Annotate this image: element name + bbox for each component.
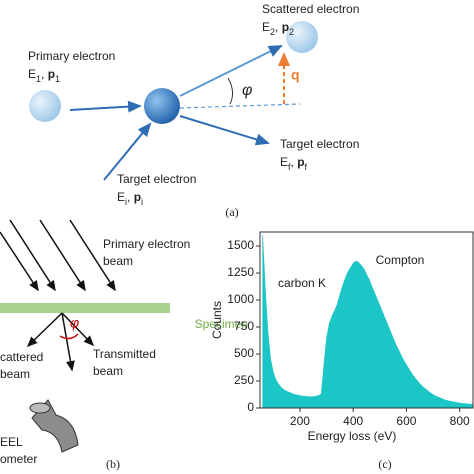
angle: φ xyxy=(70,315,79,331)
text-part: E xyxy=(262,20,270,34)
target-ball xyxy=(144,88,180,124)
spectrometer-mouth xyxy=(29,402,51,414)
q-label: q xyxy=(291,67,300,83)
arrow xyxy=(103,122,152,181)
label-line: Transmitted xyxy=(93,347,156,361)
electron-name: Scattered electron xyxy=(262,2,359,16)
text-part: p xyxy=(282,20,289,34)
arrow xyxy=(179,45,283,97)
text-part: , xyxy=(127,190,134,204)
specimen-label: Specimen xyxy=(195,317,248,331)
annotation: Compton xyxy=(376,253,425,267)
y-axis-label: Counts xyxy=(210,301,224,339)
electron-quantities: Ef, pf xyxy=(280,155,308,172)
label-line: Primary electron xyxy=(103,237,190,251)
electron-name: Target electron xyxy=(117,172,196,186)
label-line: cattered xyxy=(0,350,43,364)
y-tick-label: 250 xyxy=(234,373,254,387)
text-part: p xyxy=(48,67,55,81)
beam-arrow xyxy=(0,231,39,292)
plot-frame xyxy=(259,231,474,409)
caption: (a) xyxy=(225,205,238,219)
text-part: , xyxy=(275,20,282,34)
electron-name: Target electron xyxy=(280,137,359,151)
text-part: 1 xyxy=(36,74,41,84)
y-tick-label: 500 xyxy=(234,346,254,360)
x-tick-label: 400 xyxy=(343,414,363,428)
text-part: 2 xyxy=(289,27,294,37)
text-part: E xyxy=(280,155,288,169)
text-part: , xyxy=(41,67,48,81)
scattered-ball xyxy=(286,21,318,53)
panel-c: Counts Energy loss (eV) (c) carbon K Com… xyxy=(210,231,474,471)
text-part: f xyxy=(305,162,308,172)
electron-name: Primary electron xyxy=(28,49,115,63)
x-tick-label: 600 xyxy=(396,414,416,428)
text-part: i xyxy=(125,197,127,207)
label-line: ometer xyxy=(0,452,37,466)
caption: (b) xyxy=(106,457,120,471)
electron-quantities: E1, p1 xyxy=(28,67,60,84)
label-line: beam xyxy=(93,364,123,378)
primary-ball xyxy=(29,90,61,122)
y-tick-label: 1250 xyxy=(227,265,254,279)
text-part: f xyxy=(288,162,291,172)
arrow xyxy=(69,100,142,113)
x-tick-label: 200 xyxy=(290,414,310,428)
y-tick-label: 1500 xyxy=(227,238,254,252)
y-tick-label: 1000 xyxy=(227,292,254,306)
arrow xyxy=(179,115,270,146)
scatter-arrow xyxy=(26,312,63,348)
beam-arrow xyxy=(39,219,86,292)
scatter-arrow xyxy=(61,312,95,347)
text-part: E xyxy=(28,67,36,81)
angle-arc xyxy=(59,333,79,340)
x-tick-label: 800 xyxy=(450,414,470,428)
beam-arrow xyxy=(9,219,56,292)
angle: φ xyxy=(242,82,252,99)
label-line: beam xyxy=(103,254,133,268)
text-part: p xyxy=(297,155,304,169)
angle-arc xyxy=(227,77,234,105)
text-part: i xyxy=(141,197,143,207)
text-part: E xyxy=(117,190,125,204)
text-part: , xyxy=(291,155,298,169)
spectrum-area xyxy=(262,235,474,409)
annotation: carbon K xyxy=(278,276,326,290)
electron-quantities: E2, p2 xyxy=(262,20,294,37)
text-part: 2 xyxy=(270,27,275,37)
specimen xyxy=(0,303,170,313)
caption: (c) xyxy=(378,457,391,471)
label-line: EEL xyxy=(0,435,23,449)
dashed-line xyxy=(179,103,301,109)
panel-b: Specimen φ (b) xyxy=(0,219,248,471)
text-part: 1 xyxy=(55,74,60,84)
scatter-arrow xyxy=(61,312,75,372)
label-line: beam xyxy=(0,367,30,381)
panel-a: φ q (a) xyxy=(29,21,318,219)
electron-quantities: Ei, pi xyxy=(117,190,143,207)
text-part: p xyxy=(134,190,141,204)
x-axis-label: Energy loss (eV) xyxy=(308,429,397,443)
beam-arrow xyxy=(69,219,116,292)
y-tick-label: 0 xyxy=(247,400,254,414)
y-tick-label: 750 xyxy=(234,319,254,333)
